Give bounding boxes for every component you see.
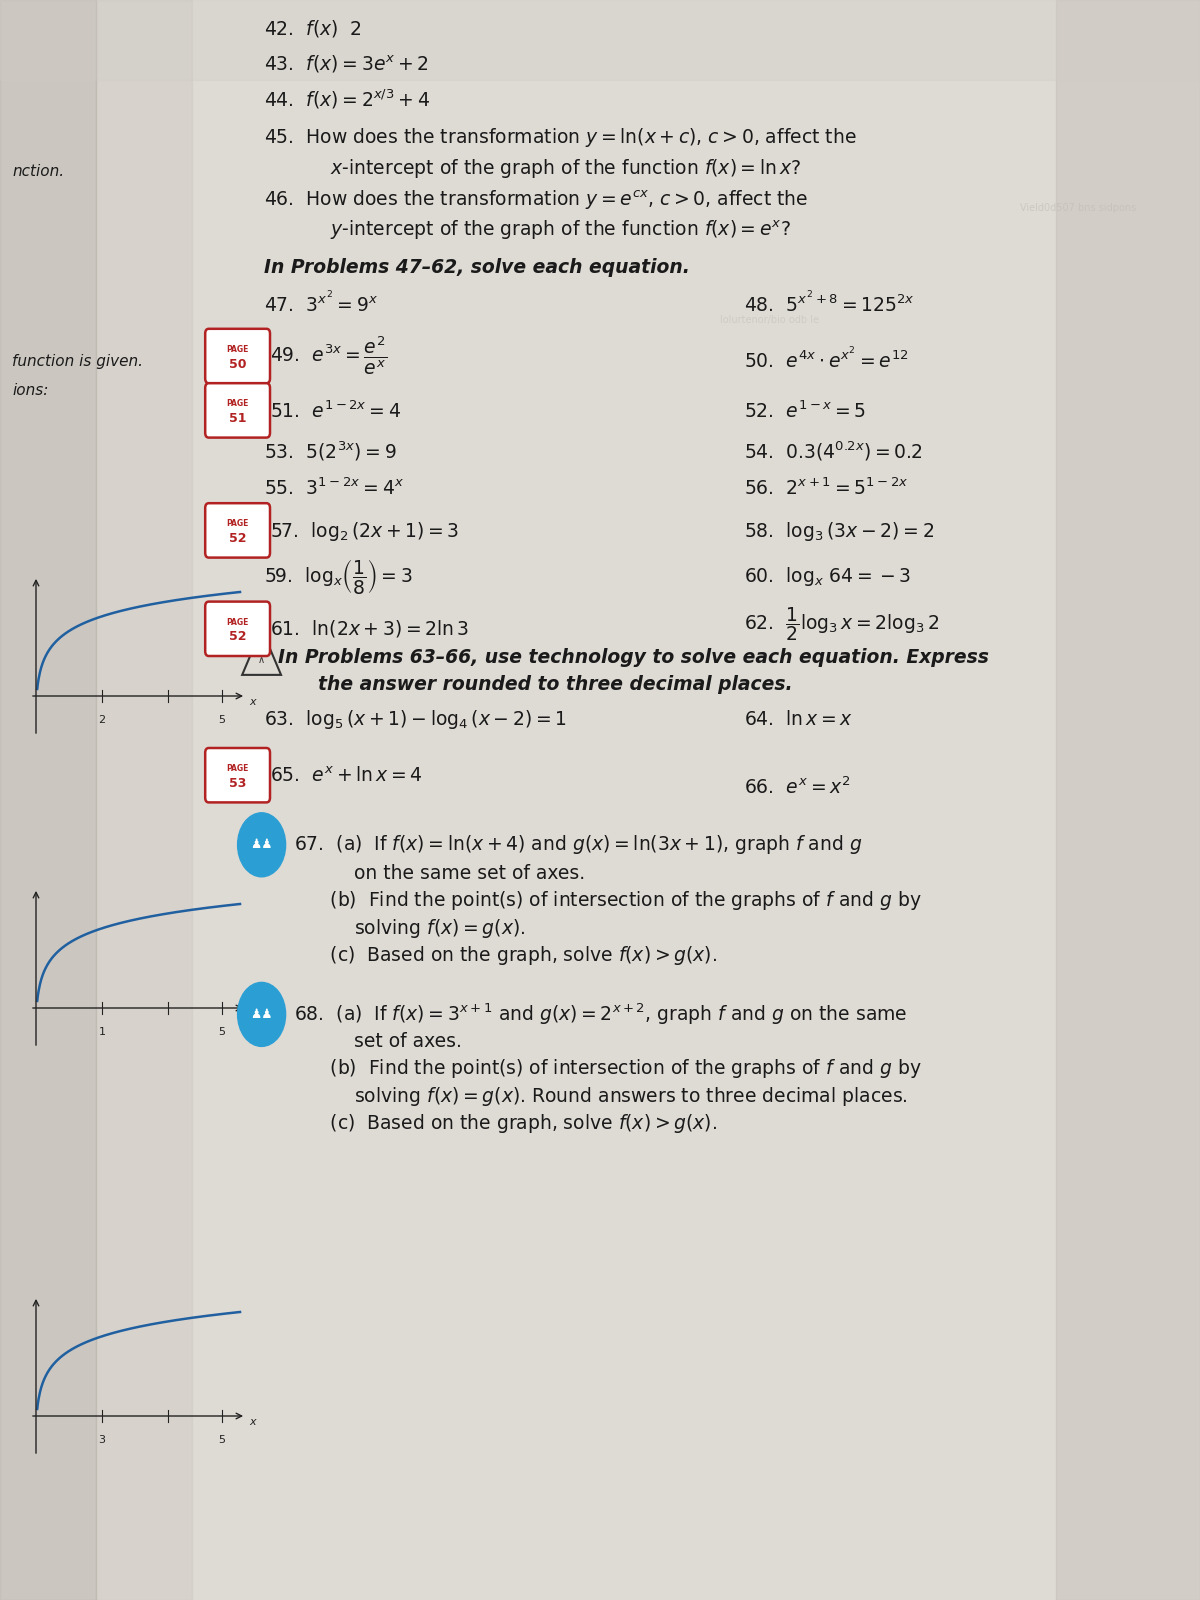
Text: 46.  How does the transformation $y=e^{cx}$, $c>0$, affect the: 46. How does the transformation $y=e^{cx… xyxy=(264,189,809,211)
Text: 3: 3 xyxy=(98,1435,106,1445)
Text: x: x xyxy=(250,1010,257,1019)
Text: 59.  $\log_x\!\left(\dfrac{1}{8}\right)=3$: 59. $\log_x\!\left(\dfrac{1}{8}\right)=3… xyxy=(264,557,413,595)
Text: 52: 52 xyxy=(229,630,246,643)
Bar xyxy=(0,0,1200,80)
FancyBboxPatch shape xyxy=(205,328,270,384)
Text: Vield0d507 bns sidpons: Vield0d507 bns sidpons xyxy=(1020,203,1136,213)
Text: on the same set of axes.: on the same set of axes. xyxy=(354,864,586,883)
Text: 47.  $3^{x^2}=9^x$: 47. $3^{x^2}=9^x$ xyxy=(264,291,378,317)
Text: 60.  $\log_x\,64=-3$: 60. $\log_x\,64=-3$ xyxy=(744,565,911,587)
Text: 53: 53 xyxy=(229,776,246,790)
Circle shape xyxy=(238,982,286,1046)
Text: 54.  $0.3(4^{0.2x})=0.2$: 54. $0.3(4^{0.2x})=0.2$ xyxy=(744,440,923,462)
Text: 63.  $\log_5(x+1)-\log_4(x-2)=1$: 63. $\log_5(x+1)-\log_4(x-2)=1$ xyxy=(264,709,566,731)
Text: 66.  $e^x=x^2$: 66. $e^x=x^2$ xyxy=(744,776,851,798)
Text: function is given.: function is given. xyxy=(12,354,143,370)
Text: 62.  $\dfrac{1}{2}\log_3 x=2\log_3 2$: 62. $\dfrac{1}{2}\log_3 x=2\log_3 2$ xyxy=(744,605,940,643)
Bar xyxy=(96,0,192,1600)
Text: solving $f(x)=g(x)$. Round answers to three decimal places.: solving $f(x)=g(x)$. Round answers to th… xyxy=(354,1085,907,1107)
Text: 65.  $e^x+\ln x=4$: 65. $e^x+\ln x=4$ xyxy=(270,766,422,786)
Text: (c)  Based on the graph, solve $f(x)>g(x)$.: (c) Based on the graph, solve $f(x)>g(x)… xyxy=(294,944,716,966)
Text: 5: 5 xyxy=(218,1027,226,1037)
Text: 61.  $\ln(2x+3)=2\ln 3$: 61. $\ln(2x+3)=2\ln 3$ xyxy=(270,618,469,640)
Text: 52.  $e^{1-x}=5$: 52. $e^{1-x}=5$ xyxy=(744,400,866,422)
Text: ♟♟: ♟♟ xyxy=(251,1008,272,1021)
Text: 2: 2 xyxy=(98,715,106,725)
Text: PAGE: PAGE xyxy=(227,344,248,354)
Text: ∧: ∧ xyxy=(258,656,265,666)
Text: $x$-intercept of the graph of the function $f(x)=\ln x$?: $x$-intercept of the graph of the functi… xyxy=(330,157,802,179)
Text: lolurtenor/bio odb le: lolurtenor/bio odb le xyxy=(720,315,818,325)
Text: x: x xyxy=(250,698,257,707)
Text: nction.: nction. xyxy=(12,163,64,179)
Text: 48.  $5^{x^2+8}=125^{2x}$: 48. $5^{x^2+8}=125^{2x}$ xyxy=(744,291,914,317)
FancyBboxPatch shape xyxy=(205,602,270,656)
FancyBboxPatch shape xyxy=(205,502,270,558)
Text: PAGE: PAGE xyxy=(227,518,248,528)
Text: (c)  Based on the graph, solve $f(x)>g(x)$.: (c) Based on the graph, solve $f(x)>g(x)… xyxy=(294,1112,716,1134)
Text: 68.  (a)  If $f(x)=3^{x+1}$ and $g(x)=2^{x+2}$, graph $f$ and $g$ on the same: 68. (a) If $f(x)=3^{x+1}$ and $g(x)=2^{x… xyxy=(294,1002,907,1027)
Text: the answer rounded to three decimal places.: the answer rounded to three decimal plac… xyxy=(318,675,793,694)
Text: ♟♟: ♟♟ xyxy=(251,838,272,851)
Text: 42.  $f(x)$  2: 42. $f(x)$ 2 xyxy=(264,18,362,40)
Text: 5: 5 xyxy=(218,1435,226,1445)
Text: 44.  $f(x)=2^{x/3}+4$: 44. $f(x)=2^{x/3}+4$ xyxy=(264,88,431,110)
Text: 50.  $e^{4x}\cdot e^{x^2}=e^{12}$: 50. $e^{4x}\cdot e^{x^2}=e^{12}$ xyxy=(744,347,908,373)
Text: In Problems 63–66, use technology to solve each equation. Express: In Problems 63–66, use technology to sol… xyxy=(278,648,989,667)
Text: ions:: ions: xyxy=(12,382,48,398)
Text: 64.  $\ln x=x$: 64. $\ln x=x$ xyxy=(744,710,853,730)
Text: solving $f(x)=g(x)$.: solving $f(x)=g(x)$. xyxy=(354,917,526,939)
Text: 49.  $e^{3x}=\dfrac{e^2}{e^x}$: 49. $e^{3x}=\dfrac{e^2}{e^x}$ xyxy=(270,334,388,376)
Bar xyxy=(1056,0,1200,1600)
Text: x: x xyxy=(250,1418,257,1427)
Bar xyxy=(0,0,96,1600)
Text: 45.  How does the transformation $y=\ln(x+c)$, $c>0$, affect the: 45. How does the transformation $y=\ln(x… xyxy=(264,126,857,149)
Text: (b)  Find the point(s) of intersection of the graphs of $f$ and $g$ by: (b) Find the point(s) of intersection of… xyxy=(294,890,922,912)
FancyBboxPatch shape xyxy=(205,749,270,803)
Text: PAGE: PAGE xyxy=(227,763,248,773)
Text: 52: 52 xyxy=(229,531,246,546)
FancyBboxPatch shape xyxy=(205,382,270,437)
Text: 51: 51 xyxy=(229,411,246,426)
Text: 50: 50 xyxy=(229,357,246,371)
Text: 58.  $\log_3(3x-2)=2$: 58. $\log_3(3x-2)=2$ xyxy=(744,520,934,542)
Text: PAGE: PAGE xyxy=(227,398,248,408)
Text: 5: 5 xyxy=(218,715,226,725)
Text: 53.  $5(2^{3x})=9$: 53. $5(2^{3x})=9$ xyxy=(264,440,397,462)
Text: In Problems 47–62, solve each equation.: In Problems 47–62, solve each equation. xyxy=(264,258,690,277)
Text: (b)  Find the point(s) of intersection of the graphs of $f$ and $g$ by: (b) Find the point(s) of intersection of… xyxy=(294,1058,922,1080)
Circle shape xyxy=(238,813,286,877)
Text: 57.  $\log_2(2x+1)=3$: 57. $\log_2(2x+1)=3$ xyxy=(270,520,460,542)
Text: $y$-intercept of the graph of the function $f(x)=e^x$?: $y$-intercept of the graph of the functi… xyxy=(330,219,791,242)
Text: 56.  $2^{x+1}=5^{1-2x}$: 56. $2^{x+1}=5^{1-2x}$ xyxy=(744,477,908,499)
Text: 55.  $3^{1-2x}=4^x$: 55. $3^{1-2x}=4^x$ xyxy=(264,477,404,499)
Text: 1: 1 xyxy=(98,1027,106,1037)
Text: 43.  $f(x)=3e^x+2$: 43. $f(x)=3e^x+2$ xyxy=(264,53,428,75)
Text: set of axes.: set of axes. xyxy=(354,1032,462,1051)
Text: 51.  $e^{1-2x}=4$: 51. $e^{1-2x}=4$ xyxy=(270,400,401,422)
Text: PAGE: PAGE xyxy=(227,618,248,627)
Text: 67.  (a)  If $f(x)=\ln(x+4)$ and $g(x)=\ln(3x+1)$, graph $f$ and $g$: 67. (a) If $f(x)=\ln(x+4)$ and $g(x)=\ln… xyxy=(294,834,863,856)
